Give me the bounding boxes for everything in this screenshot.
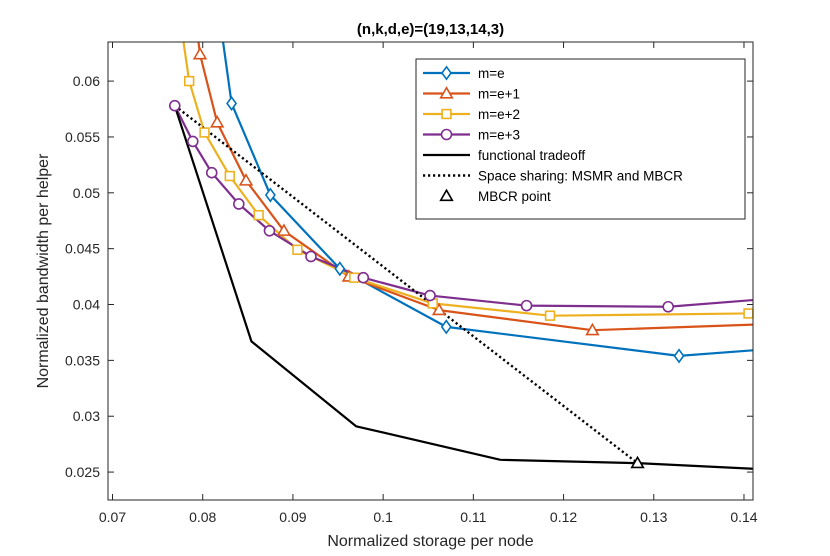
data-point-m-e xyxy=(264,187,276,203)
data-point-m-e-3 xyxy=(263,224,276,237)
data-point-m-e-3 xyxy=(520,299,533,312)
marker-layer xyxy=(168,46,754,469)
x-tick-label: 0.07 xyxy=(99,509,126,525)
data-point-m-e-1 xyxy=(238,173,254,186)
data-point-m-e-3 xyxy=(357,271,370,284)
data-point-m-e-1 xyxy=(585,322,600,336)
data-point-m-e-2 xyxy=(743,308,754,319)
series-line-functional-tradeoff xyxy=(173,105,753,470)
x-tick-label: 0.11 xyxy=(460,509,486,525)
data-point-m-e-2 xyxy=(199,127,210,138)
y-tick-label: 0.05 xyxy=(73,185,100,201)
y-tick-label: 0.03 xyxy=(73,408,100,424)
y-tick-label: 0.055 xyxy=(65,129,100,145)
y-tick-label: 0.025 xyxy=(65,464,100,480)
legend-marker-m-e xyxy=(441,65,452,81)
data-point-m-e-1 xyxy=(431,302,447,316)
x-tick-label: 0.1 xyxy=(373,509,393,525)
x-tick-label: 0.14 xyxy=(730,509,757,525)
legend-label-mbcr-point: MBCR point xyxy=(478,189,551,204)
axis-layer: 0.07 0.08 0.09 0.1 0.11 0.12 0.13 0.14 0.025 0.03… xyxy=(65,42,758,525)
data-point-mbcr-point xyxy=(630,455,645,469)
legend-marker-m-e-2 xyxy=(441,108,452,120)
data-point-m-e-1 xyxy=(209,115,225,128)
legend-entries: m=e m=e+1 m=e+2 m=e+3 functional tradeoff Spa… xyxy=(423,65,683,204)
data-point-m-e xyxy=(673,348,685,364)
data-point-m-e-3 xyxy=(424,289,436,302)
data-point-m-e xyxy=(440,319,452,335)
data-point-m-e-3 xyxy=(305,250,317,263)
y-axis-title: Normalized bandwidth per helper xyxy=(35,153,52,388)
y-tick-label: 0.06 xyxy=(73,73,100,89)
plot-frame xyxy=(107,41,754,501)
legend-label-space-sharing-msmr-and-mbcr: Space sharing: MSMR and MBCR xyxy=(478,169,683,184)
data-point-m-e-3 xyxy=(186,135,199,148)
legend-marker-m-e-1 xyxy=(439,86,454,99)
data-point-m-e-2 xyxy=(349,272,360,283)
legend: m=e m=e+1 m=e+2 m=e+3 functional tradeoff Spa… xyxy=(415,58,746,220)
legend-label-m-e-1: m=e+1 xyxy=(478,87,520,102)
data-point-m-e-3 xyxy=(662,300,675,313)
legend-marker-mbcr-point xyxy=(439,188,454,202)
x-tick-label: 0.09 xyxy=(279,509,306,525)
data-point-m-e-1 xyxy=(276,223,292,236)
y-tick-label: 0.035 xyxy=(65,352,100,368)
legend-label-m-e-2: m=e+2 xyxy=(478,107,520,122)
data-point-m-e xyxy=(334,261,346,277)
data-point-m-e-2 xyxy=(292,244,303,255)
data-point-m-e-2 xyxy=(544,310,556,321)
chart-title: (n,k,d,e)=(19,13,14,3) xyxy=(357,21,504,38)
x-axis-title: Normalized storage per node xyxy=(327,533,533,550)
data-point-m-e-3 xyxy=(233,198,245,210)
data-point-m-e-3 xyxy=(205,166,218,179)
legend-label-m-e: m=e xyxy=(478,66,505,81)
y-tick-label: 0.045 xyxy=(65,241,100,257)
legend-label-functional-tradeoff: functional tradeoff xyxy=(478,148,585,163)
data-point-m-e-2 xyxy=(183,75,195,87)
x-tick-label: 0.13 xyxy=(640,509,667,525)
legend-label-m-e-3: m=e+3 xyxy=(478,128,520,143)
data-point-m-e-2 xyxy=(224,170,235,182)
x-tick-label: 0.12 xyxy=(550,509,577,525)
data-point-m-e xyxy=(226,95,238,112)
x-tick-label: 0.08 xyxy=(189,509,216,525)
y-tick-label: 0.04 xyxy=(73,297,100,313)
legend-marker-m-e-3 xyxy=(440,128,453,141)
legend-box xyxy=(415,58,746,220)
data-point-m-e-2 xyxy=(253,209,264,221)
data-point-m-e-1 xyxy=(192,46,208,60)
data-point-m-e-3 xyxy=(168,99,181,112)
